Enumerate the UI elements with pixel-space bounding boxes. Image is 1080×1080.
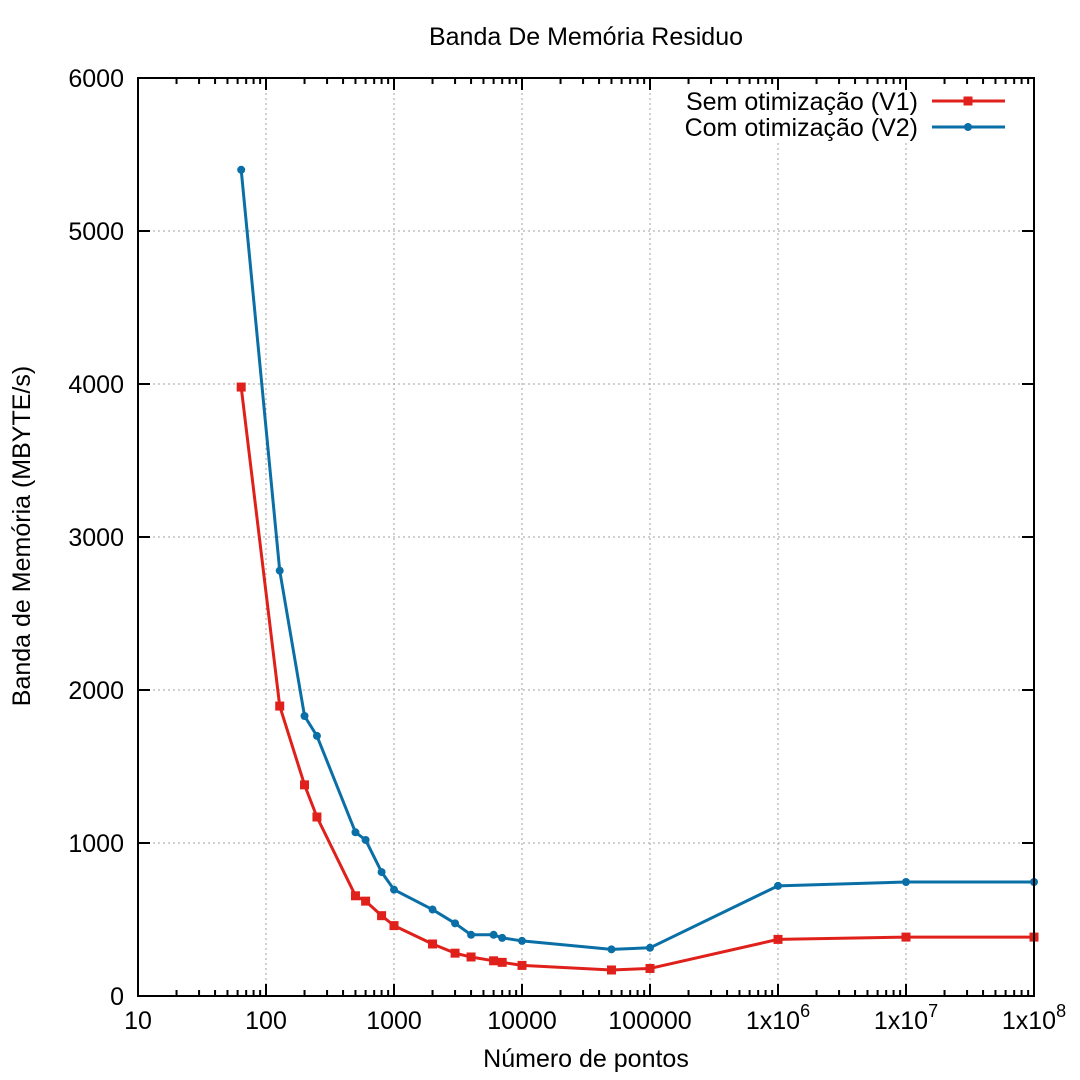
y-tick-label: 5000 (68, 218, 124, 246)
data-point (773, 934, 783, 944)
data-point (428, 905, 437, 914)
data-point (361, 835, 370, 844)
data-point (645, 963, 655, 973)
data-point (489, 930, 498, 939)
data-point (517, 960, 527, 970)
legend-label: Com otimização (V2) (685, 114, 918, 142)
y-tick-label: 0 (110, 983, 124, 1011)
data-point (901, 932, 911, 942)
x-tick-label-exponent: 7 (928, 1001, 938, 1021)
x-tick-label-base: 100 (245, 1007, 287, 1035)
data-point (275, 566, 284, 575)
data-point (275, 701, 285, 711)
plot-frame (137, 77, 1035, 997)
x-tick-label-exponent: 8 (1056, 1001, 1066, 1021)
data-point (300, 780, 310, 790)
series-1 (236, 382, 1039, 975)
y-tick-label: 2000 (68, 677, 124, 705)
x-tick-label: 10000 (487, 1007, 557, 1035)
data-point (390, 885, 398, 894)
data-point (351, 828, 360, 837)
data-point (646, 943, 654, 952)
data-point (467, 930, 476, 939)
legend-label: Sem otimização (V1) (686, 88, 918, 116)
x-tick-label-base: 1x10 (1002, 1007, 1056, 1035)
data-point (606, 965, 616, 975)
chart-title: Banda De Memória Residuo (429, 23, 743, 51)
data-point (361, 896, 371, 906)
x-tick-label: 1000 (366, 1007, 422, 1035)
x-tick-label-base: 10000 (487, 1007, 557, 1035)
data-point (389, 921, 399, 931)
axes: 0 1000 2000 3000 4000 5000 6000 10 100 1000 10000 1… (68, 65, 1066, 1035)
data-point (902, 878, 910, 887)
data-point (498, 933, 507, 942)
legend-marker (963, 96, 973, 106)
y-axis-label: Banda de Memória (MBYTE/s) (8, 366, 36, 706)
legend-marker (964, 123, 972, 131)
x-tick-label-base: 1000 (366, 1007, 422, 1035)
series-line (239, 169, 1034, 951)
x-tick-label-base: 100000 (608, 1007, 691, 1035)
y-tick-label: 3000 (68, 524, 124, 552)
data-point (774, 881, 782, 890)
data-point (497, 957, 507, 967)
x-axis-label: Número de pontos (483, 1045, 689, 1073)
data-point (489, 956, 499, 966)
data-point (377, 911, 387, 921)
y-tick-label: 6000 (68, 65, 124, 93)
y-tick-label: 1000 (68, 830, 124, 858)
data-point (451, 919, 460, 928)
y-tick-label: 4000 (68, 371, 124, 399)
x-tick-label: 1x107 (874, 1001, 938, 1035)
x-tick-label: 100000 (608, 1007, 691, 1035)
data-point (237, 165, 246, 174)
legend: Sem otimização (V1)Com otimização (V2) (660, 80, 1030, 142)
x-tick-label: 10 (124, 1007, 152, 1035)
x-tick-label-base: 1x10 (874, 1007, 928, 1035)
data-point (518, 936, 526, 945)
data-point (466, 952, 476, 962)
data-point (377, 868, 386, 877)
x-tick-label-base: 10 (124, 1007, 152, 1035)
x-tick-label: 1x106 (746, 1001, 810, 1035)
data-point (607, 945, 616, 954)
data-point (236, 382, 246, 392)
data-point (428, 939, 438, 949)
legend-background (660, 80, 1030, 142)
data-point (312, 812, 322, 822)
grid-lines (138, 78, 1034, 996)
x-tick-label-exponent: 6 (800, 1001, 810, 1021)
data-point (300, 712, 309, 721)
x-tick-label: 100 (245, 1007, 287, 1035)
series-2 (237, 165, 1038, 954)
x-tick-label: 1x108 (1002, 1001, 1066, 1035)
data-point (450, 948, 460, 958)
series-layer (236, 165, 1039, 975)
data-point (350, 891, 360, 901)
data-point (312, 731, 321, 740)
x-tick-label-base: 1x10 (746, 1007, 800, 1035)
